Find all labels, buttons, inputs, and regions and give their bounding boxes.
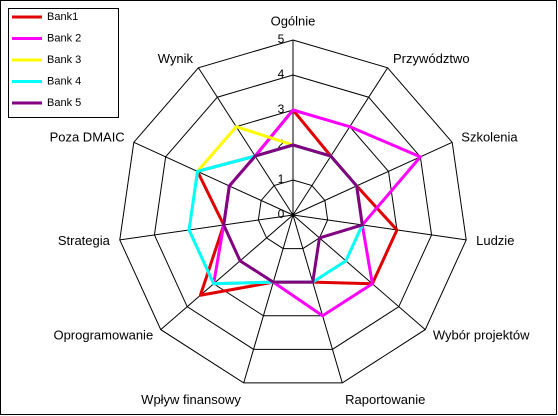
grid-ring <box>119 39 467 384</box>
legend-label: Bank1 <box>47 11 78 23</box>
category-label: Raportowanie <box>345 392 425 407</box>
spoke <box>292 141 453 216</box>
spoke <box>197 67 294 216</box>
grid-ring <box>257 179 329 250</box>
spoke <box>292 214 343 384</box>
grid-ring <box>153 74 433 350</box>
r-tick-label: 0 <box>278 207 285 221</box>
legend-label: Bank 4 <box>47 75 81 87</box>
category-label: Przywództwo <box>393 51 470 66</box>
legend-box <box>8 8 119 118</box>
spoke <box>292 214 467 241</box>
legend-label: Bank 2 <box>47 32 81 44</box>
r-tick-label: 2 <box>278 137 285 151</box>
r-tick-label: 5 <box>278 32 285 46</box>
spoke <box>160 214 294 330</box>
category-label: Wybór projektów <box>433 328 530 343</box>
r-tick-label: 1 <box>278 172 285 186</box>
r-tick-label: 3 <box>278 102 285 116</box>
category-label: Poza DMAIC <box>50 130 125 145</box>
category-label: Ogólnie <box>271 13 316 28</box>
spoke <box>133 141 294 216</box>
series-line <box>222 143 364 284</box>
spoke <box>292 67 389 216</box>
spoke <box>243 214 294 384</box>
category-label: Wpływ finansowy <box>141 392 241 407</box>
category-label: Wynik <box>158 51 194 66</box>
legend-label: Bank 3 <box>47 54 81 66</box>
category-label: Oprogramowanie <box>53 328 153 343</box>
legend-label: Bank 5 <box>47 97 81 109</box>
spoke <box>292 214 426 330</box>
category-label: Ludzie <box>476 233 514 248</box>
category-label: Strategia <box>58 233 111 248</box>
r-tick-label: 4 <box>278 67 285 81</box>
spoke <box>119 214 294 241</box>
category-label: Szkolenia <box>461 130 518 145</box>
